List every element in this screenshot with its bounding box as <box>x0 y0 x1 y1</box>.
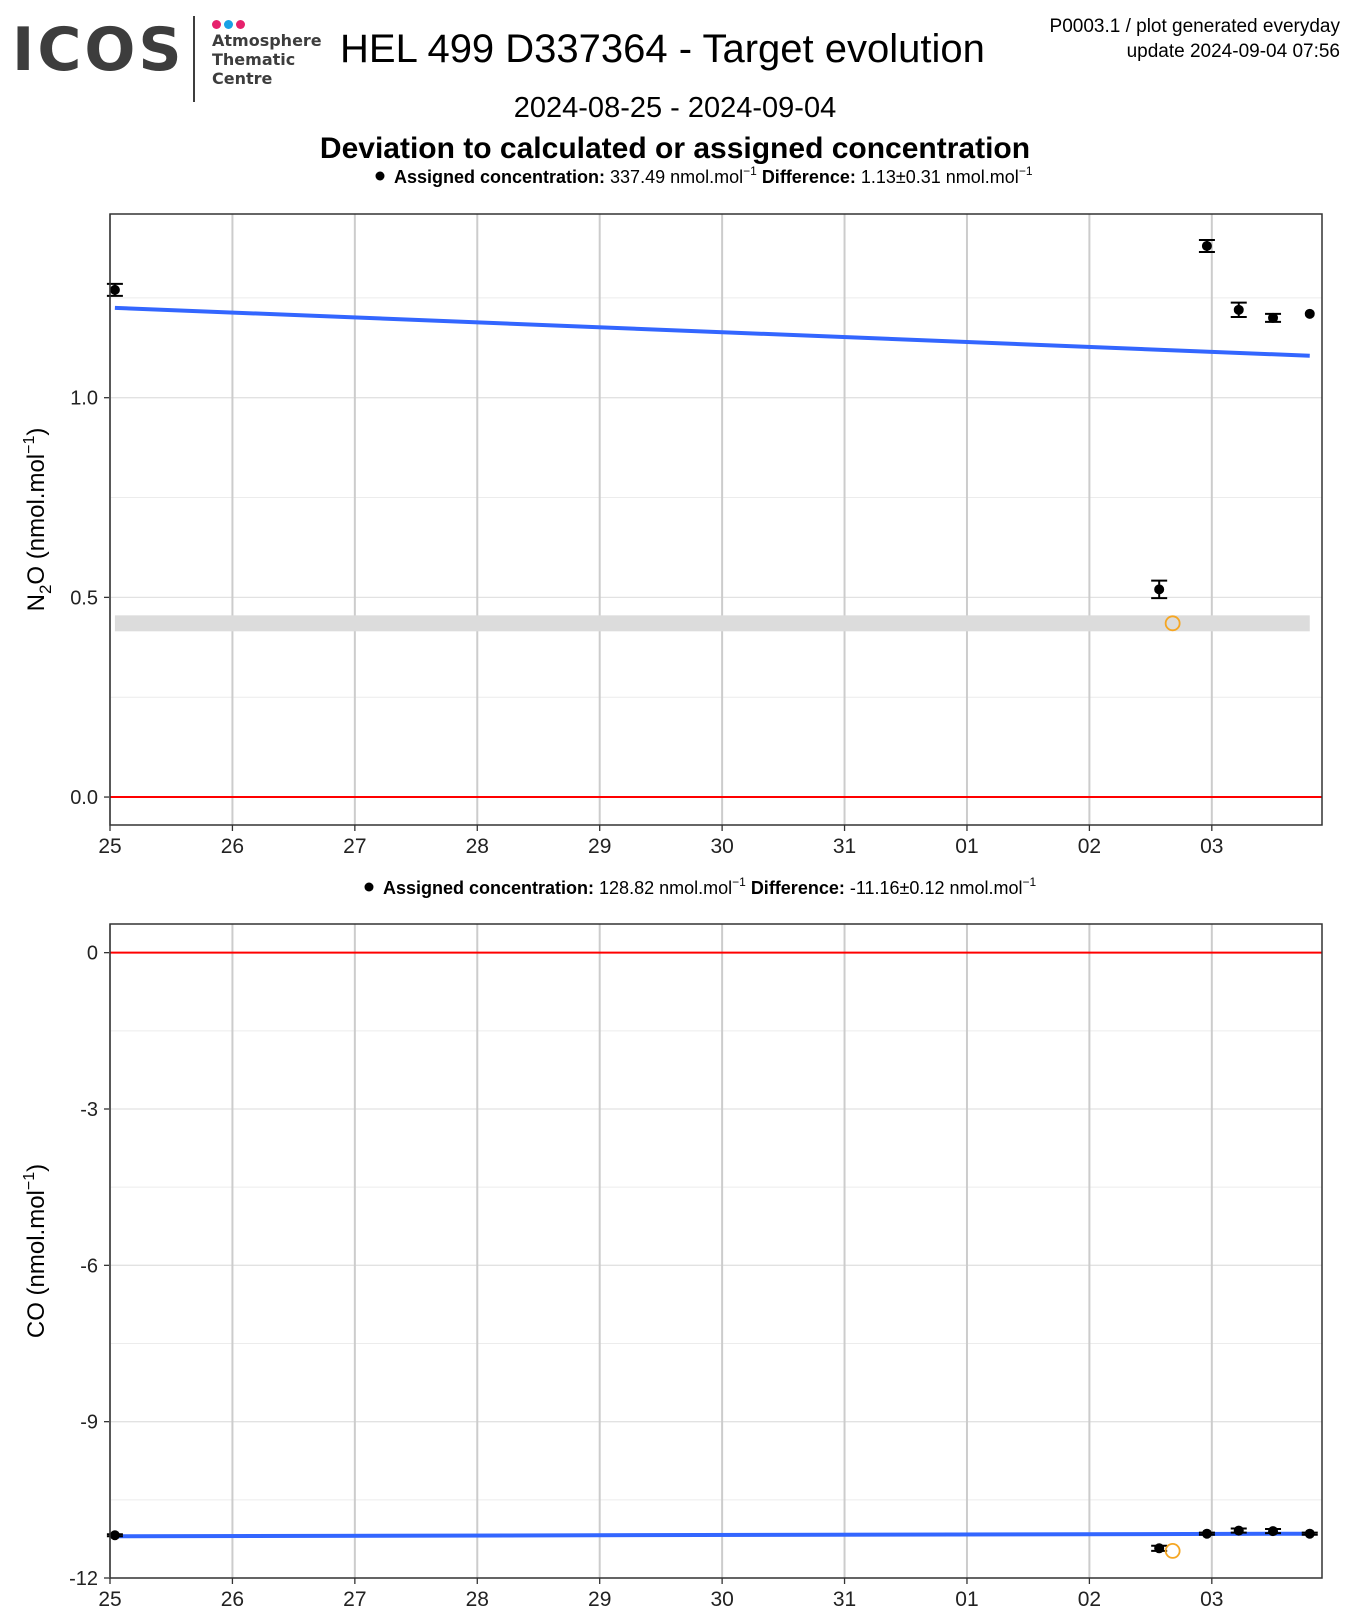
y-axis-label: N2O (nmol.mol−1) <box>21 428 55 612</box>
plot-meta: P0003.1 / plot generated everyday update… <box>1050 14 1340 64</box>
logo-text: Atmosphere Thematic Centre <box>212 31 322 88</box>
page-title: HEL 499 D337364 - Target evolution <box>340 27 985 71</box>
legend: Assigned concentration: 128.82 nmol.mol−… <box>364 875 1036 898</box>
meta-generated: P0003.1 / plot generated everyday <box>1049 16 1340 37</box>
x-tick-label: 28 <box>466 835 489 858</box>
data-point <box>1268 312 1279 323</box>
data-point <box>1268 1526 1279 1537</box>
data-point <box>1233 304 1244 315</box>
x-tick-label: 02 <box>1078 1588 1101 1611</box>
plot-background <box>110 924 1322 1578</box>
x-tick-label: 31 <box>833 835 856 858</box>
x-tick-label: 26 <box>221 835 244 858</box>
x-tick-label: 30 <box>710 1588 733 1611</box>
legend-dot <box>364 882 374 892</box>
data-point <box>1201 240 1212 251</box>
y-tick-label: 1.0 <box>70 388 98 410</box>
legend-dot <box>375 171 385 181</box>
legend-text: Assigned concentration: 337.49 nmol.mol−… <box>394 164 1033 187</box>
chart-panel-2: -12 -9 -6 -3 0 25 26 27 28 29 30 31 01 02 03 Assigned c… <box>21 875 1323 1611</box>
data-point <box>1154 1543 1165 1554</box>
icos-logo-word: ICOS <box>12 15 185 85</box>
trend-line <box>114 1531 1310 1539</box>
data-point <box>1304 1528 1315 1539</box>
logo-divider <box>193 16 195 102</box>
y-tick-label: 0 <box>87 943 98 965</box>
logo-dots-icon <box>212 16 248 34</box>
data-point <box>1154 584 1165 595</box>
data-point <box>1201 1528 1212 1539</box>
chart-subtitle: Deviation to calculated or assigned conc… <box>319 132 1031 165</box>
data-point <box>109 284 120 295</box>
x-tick-label: 02 <box>1078 835 1101 858</box>
y-tick-label: -12 <box>69 1568 98 1590</box>
x-tick-label: 28 <box>466 1588 489 1611</box>
x-tick-label: 27 <box>343 835 366 858</box>
x-tick-label: 01 <box>955 835 978 858</box>
y-tick-label: 0.5 <box>70 587 98 609</box>
logo-dot-3 <box>236 20 245 29</box>
plot-background <box>110 214 1322 825</box>
date-range: 2024-08-25 - 2024-09-04 <box>513 92 837 124</box>
x-tick-label: 27 <box>343 1588 366 1611</box>
y-tick-label: -3 <box>80 1099 98 1121</box>
reference-band <box>114 615 1310 632</box>
y-tick-label: -6 <box>80 1255 98 1277</box>
x-tick-label: 29 <box>588 835 611 858</box>
data-point <box>1233 1525 1244 1536</box>
logo-dot-2 <box>224 20 233 29</box>
plot-border <box>109 923 1323 1579</box>
meta-update: update 2024-09-04 07:56 <box>1126 41 1340 62</box>
highlight-point <box>1164 615 1181 632</box>
logo-dot-1 <box>212 20 221 29</box>
trend-line <box>114 305 1310 358</box>
logo-line-2: Thematic <box>212 50 296 69</box>
logo-line-3: Centre <box>212 69 273 88</box>
data-point <box>1304 308 1315 319</box>
legend-text: Assigned concentration: 128.82 nmol.mol−… <box>383 875 1036 898</box>
x-tick-label: 25 <box>98 1588 121 1611</box>
legend: Assigned concentration: 337.49 nmol.mol−… <box>375 164 1033 187</box>
highlight-point <box>1164 1543 1181 1559</box>
x-tick-label: 01 <box>955 1588 978 1611</box>
plot-border <box>109 213 1323 826</box>
data-point <box>109 1530 120 1541</box>
y-axis-label: CO (nmol.mol−1) <box>21 1164 50 1338</box>
x-tick-label: 25 <box>98 835 121 858</box>
x-tick-label: 29 <box>588 1588 611 1611</box>
x-tick-label: 03 <box>1200 835 1223 858</box>
x-tick-label: 30 <box>710 835 733 858</box>
x-tick-label: 26 <box>221 1588 244 1611</box>
y-tick-label: 0.0 <box>70 787 98 809</box>
x-tick-label: 03 <box>1200 1588 1223 1611</box>
y-tick-label: -9 <box>80 1412 98 1434</box>
x-tick-label: 31 <box>833 1588 856 1611</box>
logo-line-1: Atmosphere <box>212 31 322 50</box>
chart-panel-1: 0.0 0.5 1.0 25 26 27 28 29 30 31 01 02 03 Assigned co… <box>21 164 1323 858</box>
